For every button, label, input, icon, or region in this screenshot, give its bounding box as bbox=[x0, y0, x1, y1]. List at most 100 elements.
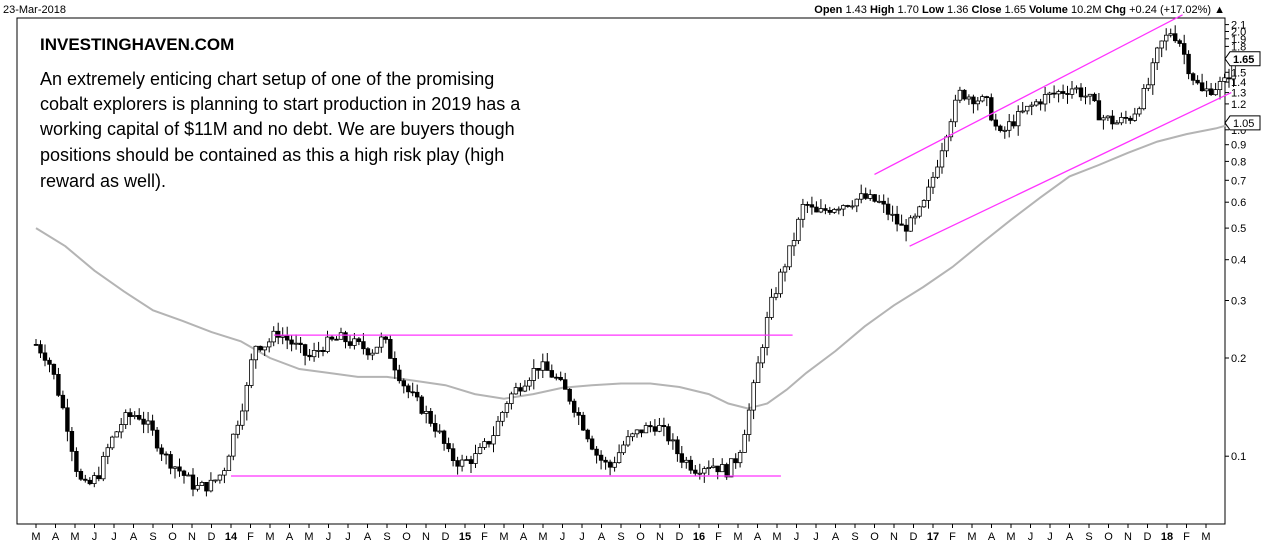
x-month-label: A bbox=[832, 531, 840, 543]
close-value: 1.65 bbox=[1005, 4, 1026, 16]
x-month-label: O bbox=[636, 531, 645, 543]
candle-body bbox=[607, 461, 613, 468]
candle-body bbox=[814, 206, 819, 213]
candle-body bbox=[1177, 40, 1182, 44]
x-axis: M A M J J A S O N D 14 F M A M J J A S O N D 15 F M A M J J A S O N D 16 F M… bbox=[31, 524, 1211, 543]
x-month-label: F bbox=[481, 531, 488, 543]
chg-label: Chg bbox=[1105, 4, 1126, 16]
candle-body bbox=[334, 338, 339, 341]
candle-body bbox=[1020, 110, 1025, 113]
candle-body bbox=[971, 96, 976, 105]
candle-body bbox=[589, 438, 595, 450]
candle-body bbox=[720, 464, 725, 473]
candle-body bbox=[984, 96, 989, 98]
candle-body bbox=[1069, 88, 1075, 95]
x-month-label: J bbox=[111, 531, 117, 543]
candle-body bbox=[65, 407, 70, 432]
candle-body bbox=[289, 339, 294, 345]
candle-body bbox=[361, 341, 366, 350]
candle-body bbox=[751, 382, 756, 411]
volume-label: Volume bbox=[1029, 4, 1068, 16]
candle-body bbox=[302, 344, 308, 356]
candle-body bbox=[563, 379, 568, 390]
candle-body bbox=[764, 317, 770, 348]
candle-body bbox=[217, 474, 223, 481]
candle-body bbox=[1208, 88, 1214, 96]
candle-body bbox=[796, 218, 801, 242]
candle-body bbox=[414, 391, 420, 398]
candle-body bbox=[1101, 117, 1106, 121]
annotation-line-5: reward as well). bbox=[40, 171, 166, 191]
candle-body bbox=[441, 430, 447, 444]
candle-body bbox=[78, 470, 84, 480]
x-month-label: N bbox=[188, 531, 196, 543]
candle-body bbox=[903, 224, 909, 232]
x-month-label: D bbox=[208, 531, 216, 543]
candle-body bbox=[74, 450, 79, 472]
candle-body bbox=[621, 444, 626, 454]
candle-body bbox=[244, 384, 249, 412]
candle-body bbox=[119, 424, 124, 433]
candle-body bbox=[1074, 87, 1079, 90]
candle-body bbox=[572, 400, 577, 413]
x-month-label: J bbox=[1047, 531, 1053, 543]
annotation-line-3: working capital of $11M and no debt. We … bbox=[39, 119, 515, 139]
x-month-label: F bbox=[949, 531, 956, 543]
candle-body bbox=[998, 125, 1003, 131]
candle-body bbox=[495, 420, 501, 436]
candle-body bbox=[966, 96, 972, 100]
x-month-label: N bbox=[890, 531, 898, 543]
candle-body bbox=[168, 454, 173, 469]
x-month-label: M bbox=[265, 531, 274, 543]
candle-body bbox=[1213, 89, 1218, 96]
candle-body bbox=[1105, 115, 1111, 119]
candle-body bbox=[549, 370, 554, 378]
candle-body bbox=[307, 354, 312, 358]
x-month-label: J bbox=[579, 531, 585, 543]
candle-body bbox=[280, 335, 285, 338]
candle-body bbox=[1141, 88, 1146, 110]
candle-body bbox=[379, 336, 384, 348]
candle-body bbox=[536, 367, 541, 371]
candle-body bbox=[527, 379, 532, 387]
candle-body bbox=[684, 459, 689, 463]
candle-body bbox=[522, 385, 528, 392]
y-tick-label: 1.5 bbox=[1231, 67, 1246, 79]
trendlines-layer bbox=[231, 14, 1232, 477]
candle-body bbox=[1195, 79, 1200, 84]
candle-body bbox=[343, 332, 348, 343]
candle-body bbox=[760, 347, 765, 364]
x-month-label: M bbox=[967, 531, 976, 543]
candle-body bbox=[181, 470, 187, 476]
candle-body bbox=[989, 97, 994, 121]
candle-body bbox=[912, 215, 918, 219]
candle-body bbox=[105, 447, 110, 457]
x-month-label: D bbox=[910, 531, 918, 543]
candle-body bbox=[729, 458, 734, 478]
candle-body bbox=[491, 435, 496, 445]
candle-body bbox=[1060, 91, 1066, 94]
candle-body bbox=[724, 464, 729, 478]
candle-body bbox=[809, 204, 815, 208]
x-year-label: 14 bbox=[225, 531, 238, 543]
candle-body bbox=[666, 426, 671, 442]
x-month-label: F bbox=[715, 531, 722, 543]
candle-body bbox=[531, 367, 536, 381]
y-tick-label: 2.0 bbox=[1231, 27, 1246, 39]
candle-body bbox=[841, 205, 846, 210]
price-label-text: 1.65 bbox=[1233, 54, 1254, 66]
candle-body bbox=[190, 474, 196, 490]
candle-body bbox=[504, 403, 510, 413]
candle-body bbox=[347, 341, 353, 346]
x-month-label: A bbox=[754, 531, 762, 543]
x-month-label: O bbox=[168, 531, 177, 543]
candle-body bbox=[92, 475, 97, 485]
candle-body bbox=[356, 338, 362, 342]
candle-body bbox=[33, 343, 39, 346]
x-month-label: A bbox=[598, 531, 606, 543]
candle-body bbox=[240, 410, 245, 426]
x-month-label: J bbox=[813, 531, 819, 543]
